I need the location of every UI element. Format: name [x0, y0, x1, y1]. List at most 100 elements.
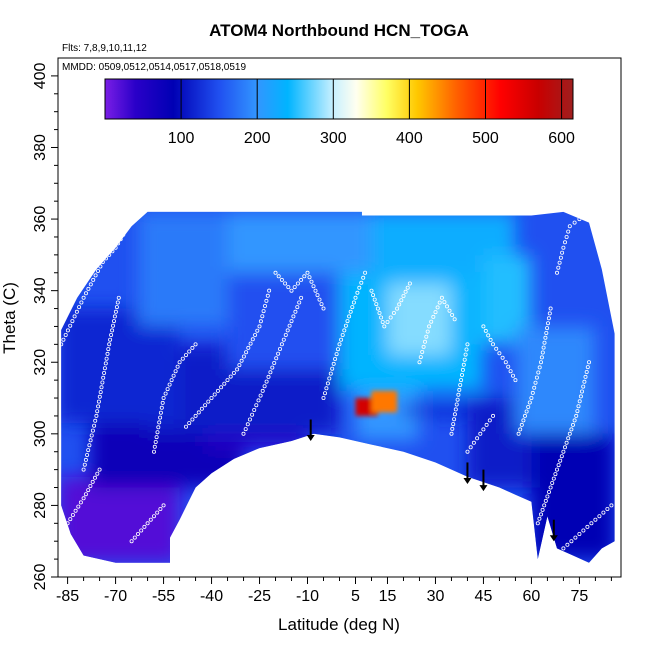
x-axis: -85 -70 -55 -40 -25 -10 5 15 30 45 60 75	[56, 577, 612, 605]
sample-point	[219, 385, 224, 390]
sample-point	[539, 360, 544, 365]
sample-point	[359, 280, 364, 285]
sample-point	[553, 472, 558, 477]
sample-point	[83, 492, 88, 497]
sample-point	[93, 475, 98, 480]
sample-point	[239, 358, 244, 363]
sample-point	[86, 488, 91, 493]
sample-point	[103, 361, 108, 366]
sample-point	[88, 438, 93, 443]
sample-point	[293, 309, 298, 314]
sample-point	[77, 305, 82, 310]
sample-point	[241, 354, 246, 359]
sample-track	[241, 295, 304, 436]
sample-point	[544, 330, 549, 335]
sample-point	[418, 355, 423, 360]
sample-point	[463, 352, 468, 357]
field-cell	[371, 390, 398, 413]
sample-point	[372, 297, 377, 302]
sample-point	[508, 369, 513, 374]
sample-point	[569, 427, 574, 432]
sample-point	[315, 293, 320, 298]
sample-point	[484, 422, 489, 427]
sample-point	[545, 326, 550, 331]
sample-point	[63, 332, 68, 337]
sample-point	[171, 373, 176, 378]
sample-point	[587, 360, 592, 365]
sample-point	[112, 319, 117, 324]
sample-point	[155, 430, 160, 435]
sample-point	[382, 324, 387, 329]
sample-point	[369, 288, 374, 293]
sample-point	[537, 516, 542, 521]
sample-point	[286, 285, 291, 290]
sample-point	[486, 333, 491, 338]
sample-point	[576, 404, 581, 409]
sample-point	[319, 302, 324, 307]
sample-point	[550, 480, 555, 485]
sample-point	[257, 324, 262, 329]
sample-point	[311, 284, 316, 289]
y-axis-label: Theta (C)	[0, 282, 19, 354]
sample-point	[439, 295, 444, 300]
sample-point	[425, 329, 430, 334]
sample-point	[345, 319, 350, 324]
sample-tracks	[61, 211, 614, 551]
sample-point	[536, 370, 541, 375]
sample-point	[478, 431, 483, 436]
sample-point	[454, 402, 459, 407]
sample-point	[115, 300, 120, 305]
sample-point	[557, 260, 562, 265]
sample-point	[567, 431, 572, 436]
sample-point	[465, 449, 470, 454]
sample-point	[309, 279, 314, 284]
field-cell	[227, 211, 372, 273]
sample-point	[165, 387, 170, 392]
sample-point	[283, 281, 288, 286]
sample-point	[73, 508, 78, 513]
x-tick-label: 30	[427, 588, 445, 605]
sample-point	[379, 315, 384, 320]
sample-point	[461, 362, 466, 367]
sample-point	[86, 286, 91, 291]
sample-point	[107, 342, 112, 347]
sample-point	[537, 365, 542, 370]
sample-point	[258, 393, 263, 398]
sample-point	[111, 323, 116, 328]
sample-point	[110, 328, 115, 333]
y-axis: 260 280 300 320 340 360 380 400	[32, 62, 58, 590]
sample-point	[609, 503, 614, 508]
sample-track	[129, 503, 166, 544]
sample-point	[135, 532, 140, 537]
sample-point	[455, 397, 460, 402]
sample-point	[548, 306, 553, 311]
sample-point	[577, 399, 582, 404]
sample-point	[87, 443, 92, 448]
sample-point	[330, 366, 335, 371]
sample-point	[325, 381, 330, 386]
sample-point	[81, 467, 86, 472]
sample-point	[519, 422, 524, 427]
sample-point	[81, 295, 86, 300]
sample-point	[245, 422, 250, 427]
sample-point	[542, 340, 547, 345]
sample-point	[160, 400, 165, 405]
sample-point	[357, 285, 362, 290]
sample-point	[264, 298, 269, 303]
sample-point	[481, 324, 486, 329]
sample-point	[337, 342, 342, 347]
sample-point	[261, 309, 266, 314]
sample-point	[571, 422, 576, 427]
sample-point	[391, 310, 396, 315]
sample-point	[262, 384, 267, 389]
sample-point	[190, 417, 195, 422]
y-tick-label: 340	[32, 277, 49, 304]
sample-point	[106, 347, 111, 352]
x-tick-label: 5	[351, 588, 360, 605]
sample-point	[516, 431, 521, 436]
sample-point	[292, 285, 297, 290]
sample-point	[488, 337, 493, 342]
sample-point	[79, 300, 84, 305]
sample-point	[302, 274, 307, 279]
